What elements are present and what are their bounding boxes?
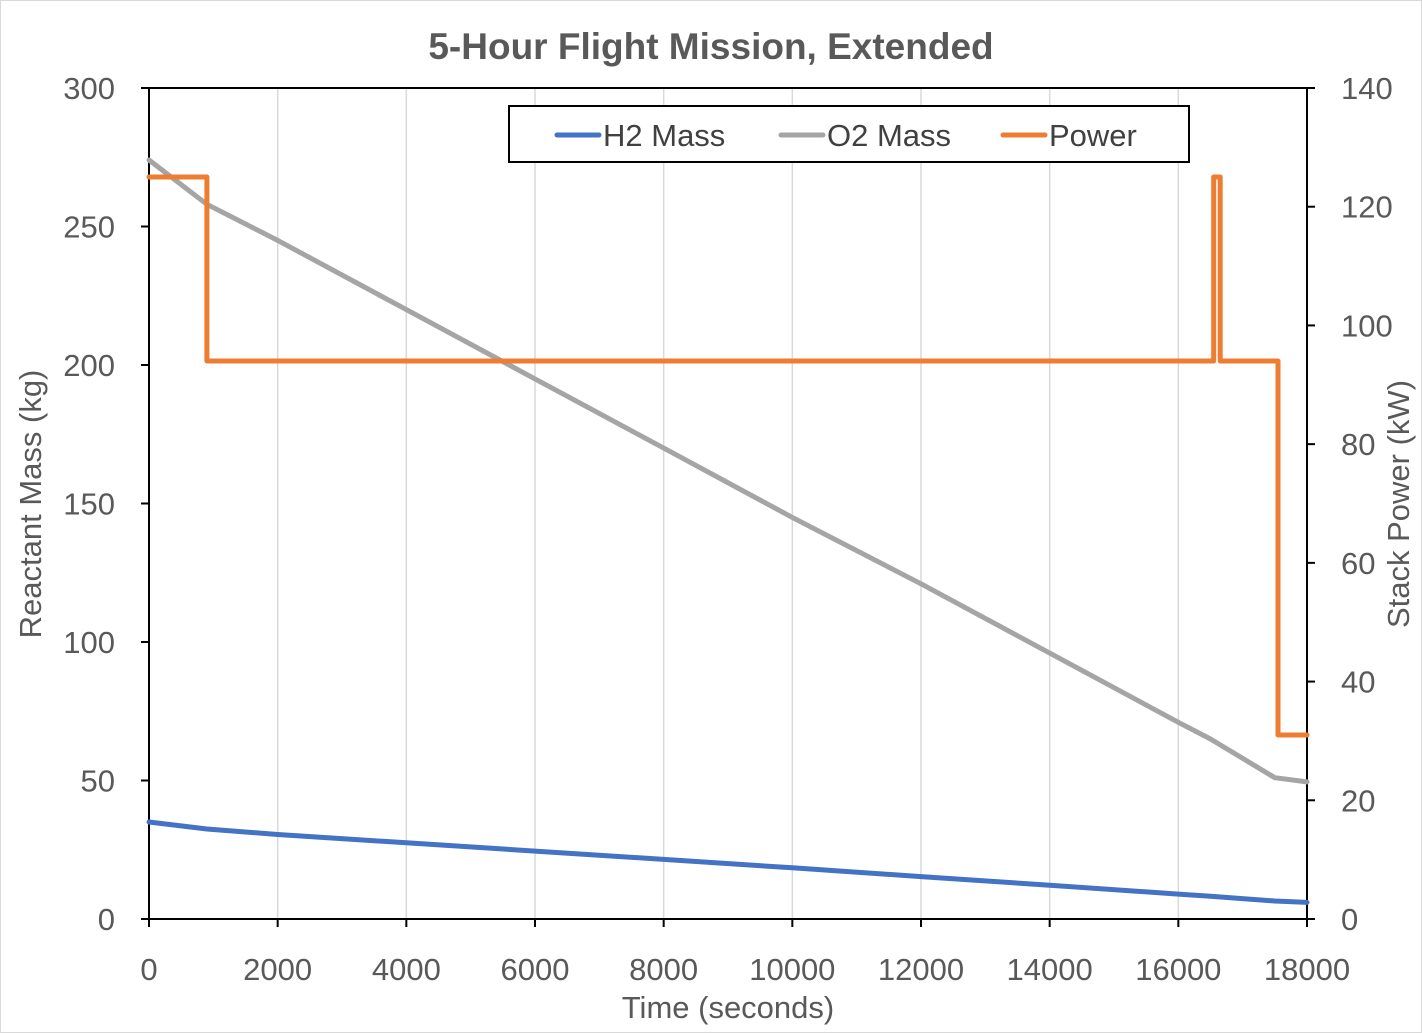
chart-title: 5-Hour Flight Mission, Extended (428, 26, 993, 67)
gridlines (276, 88, 1180, 919)
y2-tick-label: 100 (1341, 308, 1393, 343)
plot-area-frame (148, 87, 1308, 920)
y2-axis-title: Stack Power (kW) (1381, 380, 1416, 628)
y2-tick-label: 120 (1341, 190, 1393, 225)
y-tick-label: 200 (63, 348, 115, 383)
y-axis-title: Reactant Mass (kg) (13, 370, 48, 639)
y2-tick-label: 20 (1341, 783, 1375, 818)
legend-label: O2 Mass (827, 118, 951, 153)
series-lines (146, 157, 1310, 905)
y2-tick-label: 60 (1341, 546, 1375, 581)
x-tick-label: 4000 (372, 952, 441, 987)
legend-items: H2 Mass O2 Mass Power (554, 118, 1137, 153)
y-tick-label: 250 (63, 210, 115, 245)
legend-label: Power (1049, 118, 1137, 153)
y-tick-label: 300 (63, 71, 115, 106)
x-tick-label: 16000 (1135, 952, 1221, 987)
y2-tick-label: 40 (1341, 665, 1375, 700)
x-tick-label: 10000 (749, 952, 835, 987)
x-tick-label: 8000 (629, 952, 698, 987)
series-line-h2-mass (146, 819, 1310, 905)
y2-tick-label: 80 (1341, 427, 1375, 462)
y-tick-label: 0 (98, 902, 115, 937)
x-tick-label: 12000 (878, 952, 964, 987)
x-tick-label: 2000 (243, 952, 312, 987)
series-line-power (146, 174, 1310, 738)
legend-label: H2 Mass (603, 118, 725, 153)
y2-tick-label: 140 (1341, 71, 1393, 106)
axes: 0 2000 4000 6000 8000 10000 12000 14000 16000 180… (63, 71, 1392, 987)
series-line-o2-mass (146, 157, 1310, 785)
legend-box (508, 105, 1190, 163)
x-tick-label: 18000 (1264, 952, 1350, 987)
x-tick-label: 0 (140, 952, 157, 987)
y-tick-label: 100 (63, 625, 115, 660)
y2-tick-label: 0 (1341, 902, 1358, 937)
legend: H2 Mass O2 Mass Power (508, 105, 1190, 163)
y-tick-label: 150 (63, 487, 115, 522)
x-tick-label: 6000 (501, 952, 570, 987)
x-axis-title: Time (seconds) (622, 990, 834, 1025)
y-tick-label: 50 (81, 764, 115, 799)
x-tick-label: 14000 (1007, 952, 1093, 987)
